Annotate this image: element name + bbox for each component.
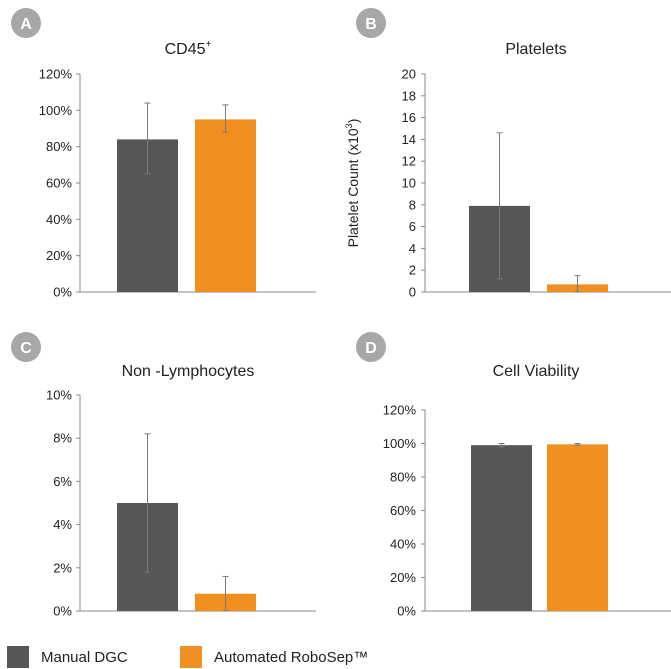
y-tick-label: 120% <box>39 67 73 82</box>
y-tick-label: 8 <box>409 197 416 212</box>
panel-badge <box>356 332 386 362</box>
legend-manual: Manual DGC <box>7 646 128 668</box>
chart-title: Non -Lymphocytes <box>122 363 255 380</box>
y-tick-label: 8% <box>53 431 72 446</box>
chart-title: CD45+ <box>165 39 212 58</box>
y-tick-label: 100% <box>39 103 73 118</box>
panel-badge-letter: B <box>365 16 377 33</box>
y-tick-label: 80% <box>46 139 72 154</box>
y-tick-label: 14 <box>402 132 416 147</box>
y-tick-label: 6 <box>409 219 416 234</box>
y-tick-label: 100% <box>383 436 417 451</box>
bar-automated <box>547 444 608 611</box>
y-tick-label: 20% <box>390 570 416 585</box>
y-tick-label: 0 <box>409 285 416 300</box>
chart-title: Cell Viability <box>493 363 580 380</box>
y-tick-label: 2% <box>53 560 72 575</box>
y-tick-label: 60% <box>390 503 416 518</box>
panel-badge <box>11 8 41 38</box>
panel-badge <box>11 332 41 362</box>
panel-badge <box>356 8 386 38</box>
panel-badge-letter: A <box>20 16 32 33</box>
legend-label-automated: Automated RoboSep™ <box>214 648 369 666</box>
legend-automated: Automated RoboSep™ <box>180 646 368 668</box>
y-tick-label: 20 <box>402 67 416 82</box>
y-tick-label: 4 <box>409 241 416 256</box>
y-tick-label: 16 <box>402 110 416 125</box>
bar-automated <box>195 119 256 293</box>
chart-panel-a: A CD45+ 0% 20% 40% 60% 80% 100% 120% <box>11 8 316 300</box>
panel-badge-letter: C <box>20 340 32 357</box>
y-tick-label: 60% <box>46 176 72 191</box>
y-tick-label: 6% <box>53 474 72 489</box>
y-tick-label: 20% <box>46 248 72 263</box>
chart-panel-d: D Cell Viability 0% 20% 40% 60% 80% 100% 120% <box>356 332 671 619</box>
legend-swatch-automated <box>180 646 202 668</box>
chart-panel-b: B Platelets 0 2 4 6 8 10 12 14 16 18 20 Platelet Coun… <box>344 8 671 300</box>
y-tick-label: 10% <box>46 388 72 403</box>
y-tick-label: 4% <box>53 517 72 532</box>
panel-badge-letter: D <box>365 340 377 357</box>
y-tick-label: 120% <box>383 403 417 418</box>
y-tick-label: 0% <box>53 604 72 619</box>
y-tick-label: 2 <box>409 263 416 278</box>
y-tick-label: 40% <box>390 537 416 552</box>
y-tick-label: 80% <box>390 470 416 485</box>
y-tick-label: 12 <box>402 154 416 169</box>
chart-title: Platelets <box>505 41 566 58</box>
y-tick-label: 10 <box>402 176 416 191</box>
legend-label-manual: Manual DGC <box>41 648 128 666</box>
y-tick-label: 18 <box>402 88 416 103</box>
y-tick-label: 40% <box>46 212 72 227</box>
y-axis-label: Platelet Count (x103) <box>344 119 361 248</box>
y-tick-label: 0% <box>53 285 72 300</box>
y-tick-label: 0% <box>397 604 416 619</box>
chart-panel-c: C Non -Lymphocytes 0% 2% 4% 6% 8% 10% <box>11 332 316 619</box>
legend-swatch-manual <box>7 646 29 668</box>
bar-manual <box>471 445 532 611</box>
